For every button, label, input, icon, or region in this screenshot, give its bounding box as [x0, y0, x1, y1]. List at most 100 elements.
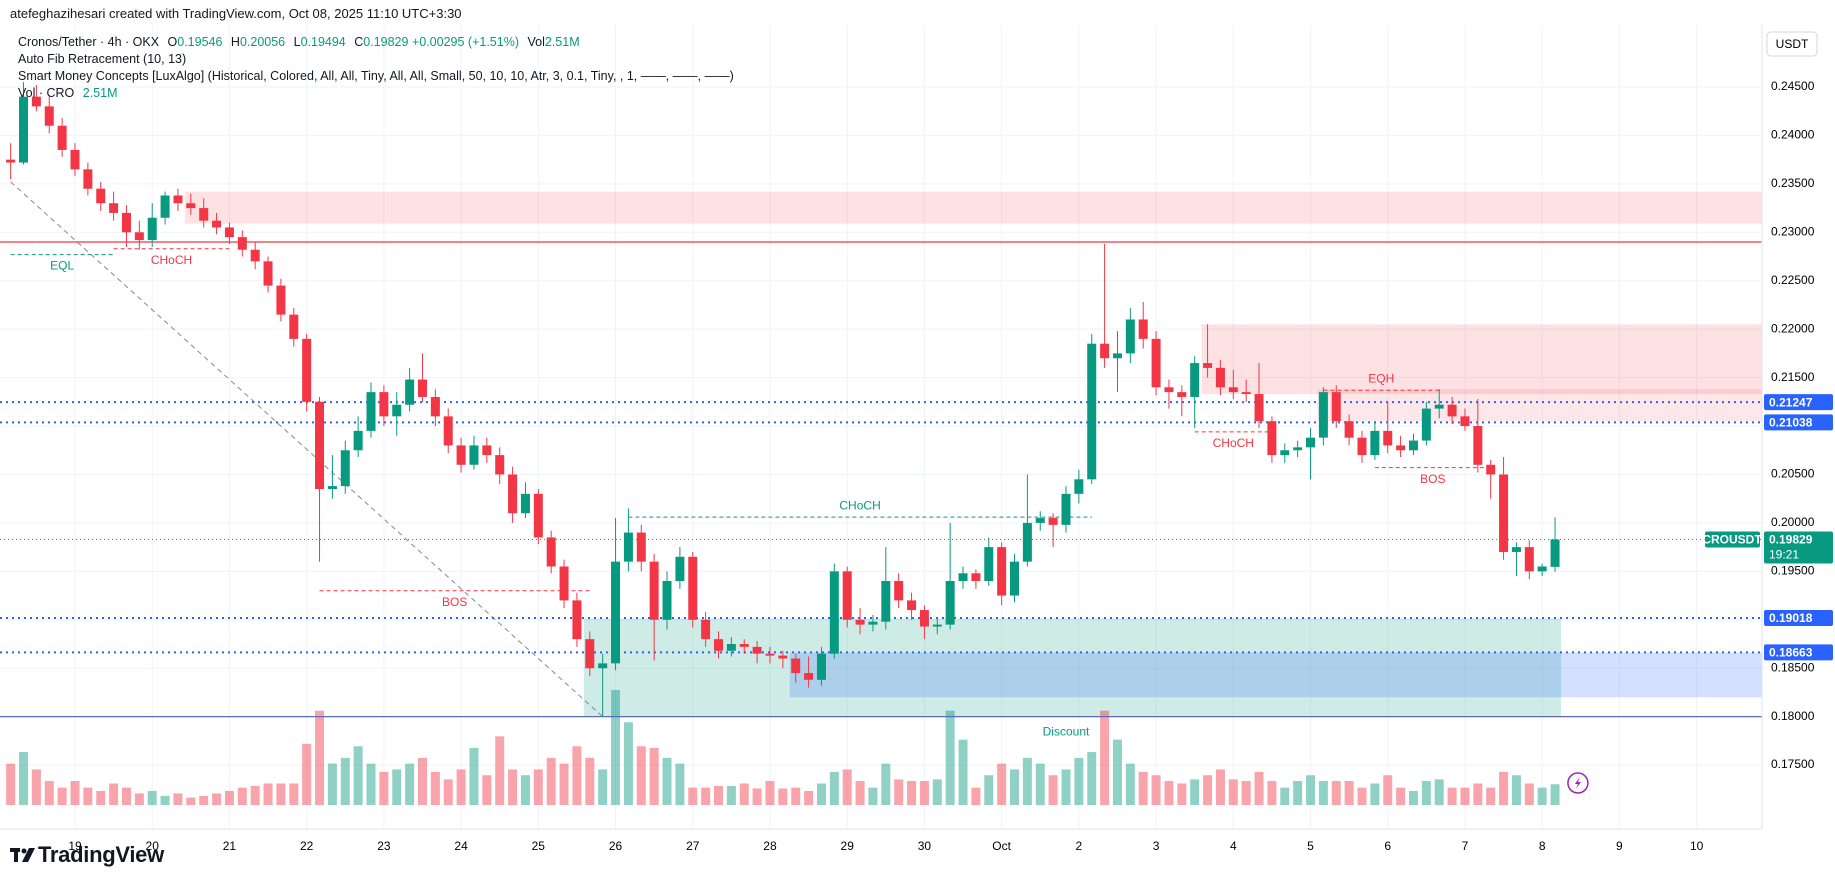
volume-bar	[327, 763, 337, 805]
candle-body	[1473, 426, 1483, 465]
y-tick-label: 0.24000	[1771, 128, 1815, 142]
candle-body	[945, 581, 955, 625]
volume-bar	[199, 795, 209, 805]
o-value: 0.19546	[177, 35, 223, 49]
candle-body	[868, 621, 878, 625]
volume-bar	[907, 781, 917, 805]
volume-bar	[958, 739, 968, 805]
volume-bar	[134, 793, 144, 805]
volume-bar	[366, 763, 376, 805]
candle-body	[1537, 566, 1547, 572]
volume-bar	[855, 781, 865, 805]
volume-bar	[662, 757, 672, 805]
candle-body	[482, 445, 492, 456]
annotation: Discount	[1043, 724, 1090, 738]
x-tick-label: 23	[377, 839, 391, 853]
candle-body	[302, 338, 312, 402]
candle-body	[134, 232, 144, 241]
level-tag	[1764, 610, 1833, 627]
candle-body	[1061, 493, 1071, 525]
volume-bar	[932, 779, 942, 805]
volume-bar	[1396, 787, 1406, 805]
candle-body	[353, 430, 363, 451]
volume-bar	[1177, 783, 1187, 805]
volume-bar	[714, 785, 723, 805]
candle-body	[804, 673, 814, 680]
x-tick-label: 27	[686, 839, 700, 853]
y-tick-label: 0.24500	[1771, 79, 1815, 93]
level-tag	[1764, 414, 1833, 431]
symbol-label: CROUSDT	[1702, 533, 1762, 547]
candle-body	[1112, 353, 1122, 359]
candle-body	[1460, 416, 1470, 427]
candle-body	[1280, 450, 1290, 456]
volume-bar	[701, 787, 711, 805]
structure-label: EQH	[1368, 371, 1394, 385]
volume-bar	[598, 769, 608, 805]
volume-bar	[559, 763, 569, 805]
y-tick-label: 0.18500	[1771, 660, 1815, 674]
zone	[1201, 324, 1762, 395]
candle-body	[1190, 363, 1200, 397]
structure-label: CHoCH	[839, 498, 880, 512]
vol-key: Vol	[527, 35, 545, 49]
y-tick-label: 0.21500	[1771, 370, 1815, 384]
volume-bar	[1383, 775, 1393, 805]
candle-body	[1408, 440, 1418, 451]
volume-bar	[1370, 783, 1380, 805]
candle-body	[919, 610, 929, 627]
countdown: 19:21	[1769, 548, 1799, 562]
volume-bar	[1460, 787, 1470, 805]
candle-body	[1383, 430, 1393, 446]
x-tick-label: 20	[146, 839, 160, 853]
volume-bar	[469, 747, 479, 805]
zone	[789, 652, 1762, 698]
volume-bar	[868, 787, 878, 805]
candle-body	[1318, 392, 1328, 438]
indicator-smc: Smart Money Concepts [LuxAlgo] (Historic…	[18, 69, 734, 83]
volume-bar	[224, 790, 234, 805]
level-label: 0.18663	[1769, 646, 1813, 660]
l-key: L	[293, 35, 301, 49]
y-tick-label: 0.23000	[1771, 224, 1815, 238]
zone	[184, 191, 1763, 224]
volume-bar	[1550, 784, 1560, 805]
volume-bar	[109, 783, 119, 805]
volume-bar	[1408, 790, 1418, 805]
candle-body	[778, 655, 788, 659]
y-tick-label: 0.22500	[1771, 273, 1815, 287]
h-key: H	[230, 35, 240, 49]
volume-bar	[430, 771, 440, 805]
candle-body	[315, 401, 325, 489]
x-tick-label: 6	[1384, 839, 1391, 853]
volume-bar	[1511, 775, 1521, 805]
volume-bar	[1100, 710, 1110, 805]
candle-body	[623, 532, 633, 562]
zone	[1317, 389, 1762, 422]
volume-bar	[1164, 781, 1174, 805]
brand: TradingView	[38, 842, 164, 867]
symbol-tag	[1705, 531, 1760, 548]
volume-bar	[842, 769, 852, 805]
candle-body	[1164, 387, 1174, 393]
x-tick-label: 7	[1462, 839, 1469, 853]
candle-body	[546, 537, 556, 567]
volume-bar	[1306, 775, 1316, 805]
volume-bar	[417, 757, 427, 805]
y-tick-label: 0.17500	[1771, 757, 1815, 771]
volume-bar	[688, 787, 698, 805]
volume-bar	[456, 769, 466, 805]
structure-label: CHoCH	[151, 253, 192, 267]
volume-bar	[1125, 763, 1135, 805]
candle-body	[1203, 363, 1213, 368]
volume-bar	[70, 781, 80, 805]
volume-bar	[984, 775, 994, 805]
candle-body	[160, 195, 170, 218]
volume-bar	[791, 787, 801, 805]
y-tick-label: 0.18000	[1771, 709, 1815, 723]
volume-bar	[96, 790, 106, 805]
volume-bar	[1486, 787, 1496, 805]
candle-body	[1344, 421, 1354, 438]
volume-bar	[508, 769, 518, 805]
